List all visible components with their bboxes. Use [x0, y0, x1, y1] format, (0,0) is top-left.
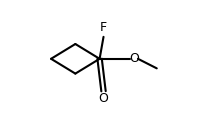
Text: O: O	[99, 92, 108, 105]
Text: F: F	[100, 21, 107, 34]
Text: O: O	[129, 52, 139, 65]
